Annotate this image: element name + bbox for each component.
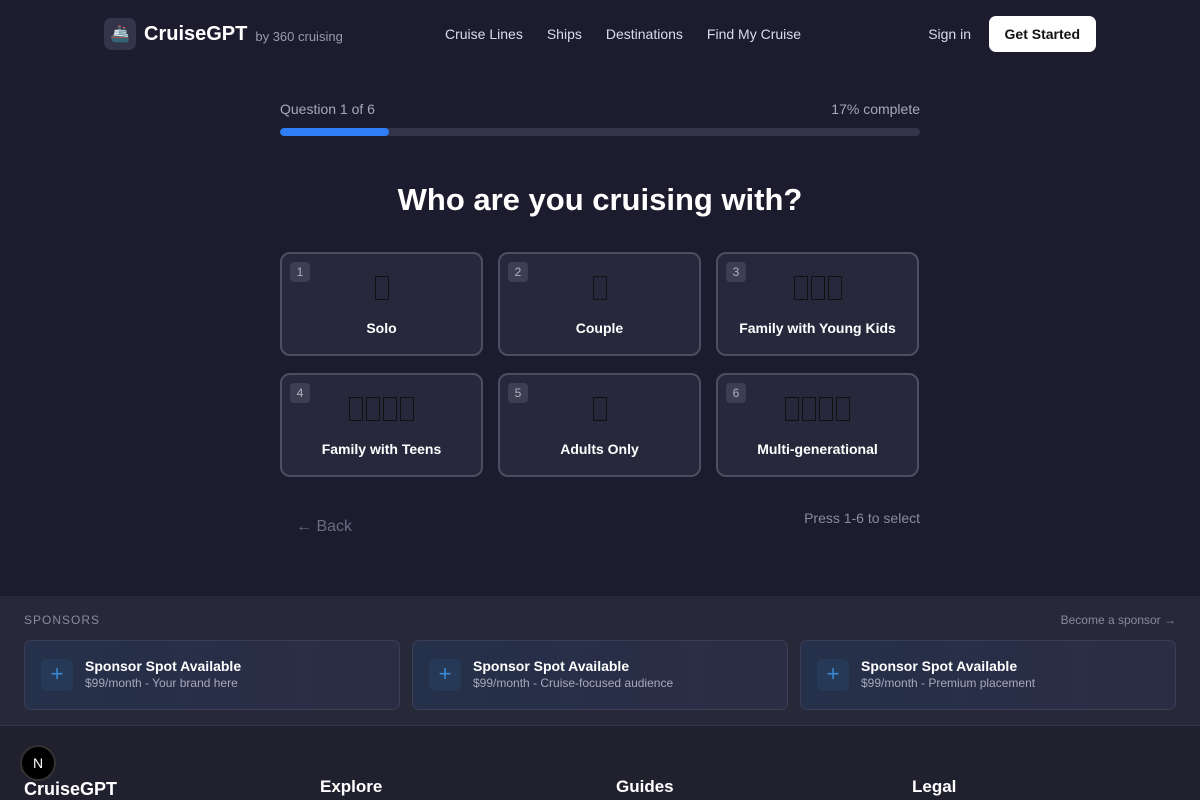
progress-bar xyxy=(280,128,920,136)
option-card[interactable]: 1 Solo xyxy=(280,252,483,356)
question-title: Who are you cruising with? xyxy=(397,182,803,217)
option-number: 1 xyxy=(290,262,310,282)
ship-logo-icon[interactable]: 🚢 xyxy=(104,18,136,50)
nav-cruise-lines[interactable]: Cruise Lines xyxy=(445,26,523,42)
back-button[interactable]: ← Back xyxy=(296,518,353,535)
nav-ships[interactable]: Ships xyxy=(546,26,582,42)
option-emoji xyxy=(500,397,699,423)
emoji-icon xyxy=(827,276,842,300)
become-sponsor-link[interactable]: Become a sponsor → xyxy=(1060,613,1176,627)
brand-tagline: by 360 cruising xyxy=(255,29,343,44)
sponsor-card[interactable]: + Sponsor Spot Available $99/month - Your … xyxy=(24,640,400,710)
progress-fill xyxy=(280,128,389,136)
option-emoji xyxy=(282,397,481,423)
emoji-icon xyxy=(810,276,825,300)
progress-labels: Question 1 of 6 17% complete xyxy=(280,101,920,117)
emoji-icon xyxy=(819,397,833,421)
emoji-icon xyxy=(374,276,389,300)
sponsor-title: Sponsor Spot Available xyxy=(861,658,1018,674)
question-counter: Question 1 of 6 xyxy=(280,101,375,117)
option-number: 4 xyxy=(290,383,310,403)
option-label: Couple xyxy=(575,320,624,336)
emoji-icon xyxy=(785,397,799,421)
emoji-icon xyxy=(592,276,607,300)
top-nav: 🚢 CruiseGPT by 360 cruising Cruise Lines… xyxy=(104,16,1096,52)
nextjs-badge-icon[interactable]: N xyxy=(20,745,56,781)
keyboard-hint: Press 1-6 to select xyxy=(804,510,920,526)
option-emoji xyxy=(718,276,917,302)
get-started-button[interactable]: Get Started xyxy=(988,16,1096,52)
plus-icon: + xyxy=(817,659,849,691)
option-card[interactable]: 3 Family with Young Kids xyxy=(716,252,919,356)
percent-complete: 17% complete xyxy=(831,101,920,117)
option-label: Family with Teens xyxy=(321,441,442,457)
brand-name[interactable]: CruiseGPT xyxy=(144,22,248,45)
emoji-icon xyxy=(802,397,816,421)
option-number: 6 xyxy=(726,383,746,403)
option-label: Solo xyxy=(366,320,397,336)
footer-brand: CruiseGPT xyxy=(24,779,118,799)
sponsor-title: Sponsor Spot Available xyxy=(85,658,242,674)
footer-explore-heading: Explore xyxy=(320,777,383,796)
footer-guides-heading: Guides xyxy=(616,777,674,796)
sponsor-card[interactable]: + Sponsor Spot Available $99/month - Premi… xyxy=(800,640,1176,710)
emoji-icon xyxy=(383,397,397,421)
sponsor-card[interactable]: + Sponsor Spot Available $99/month - Cruis… xyxy=(412,640,788,710)
footer: N CruiseGPT Explore Guides Legal xyxy=(0,727,1200,800)
option-label: Multi-generational xyxy=(757,441,878,457)
sponsors-section: SPONSORS Become a sponsor → + Sponsor Spo… xyxy=(0,596,1200,726)
option-emoji xyxy=(500,276,699,302)
plus-icon: + xyxy=(41,659,73,691)
option-number: 2 xyxy=(508,262,528,282)
nav-destinations[interactable]: Destinations xyxy=(605,26,683,42)
emoji-icon xyxy=(592,397,607,421)
option-label: Adults Only xyxy=(560,441,639,457)
option-label: Family with Young Kids xyxy=(739,320,896,336)
sponsor-subtitle: $99/month - Premium placement xyxy=(861,676,1036,690)
sponsor-title: Sponsor Spot Available xyxy=(473,658,630,674)
footer-legal-heading: Legal xyxy=(912,777,957,796)
emoji-icon xyxy=(836,397,850,421)
plus-icon: + xyxy=(429,659,461,691)
sign-in-link[interactable]: Sign in xyxy=(928,26,971,42)
emoji-icon xyxy=(366,397,380,421)
option-number: 5 xyxy=(508,383,528,403)
sponsor-subtitle: $99/month - Your brand here xyxy=(85,676,238,690)
option-emoji xyxy=(718,397,917,423)
emoji-icon xyxy=(400,397,414,421)
option-card[interactable]: 2 Couple xyxy=(498,252,701,356)
sponsor-subtitle: $99/month - Cruise-focused audience xyxy=(473,676,674,690)
option-card[interactable]: 5 Adults Only xyxy=(498,373,701,477)
option-emoji xyxy=(282,276,481,302)
options-grid: 1 Solo 2 Couple 3 Family with Young Kids 4 Fami… xyxy=(280,252,920,477)
nav-find-my-cruise[interactable]: Find My Cruise xyxy=(706,26,802,42)
option-card[interactable]: 4 Family with Teens xyxy=(280,373,483,477)
emoji-icon xyxy=(349,397,363,421)
option-number: 3 xyxy=(726,262,746,282)
emoji-icon xyxy=(793,276,808,300)
option-card[interactable]: 6 Multi-generational xyxy=(716,373,919,477)
sponsors-title: SPONSORS xyxy=(24,613,101,627)
